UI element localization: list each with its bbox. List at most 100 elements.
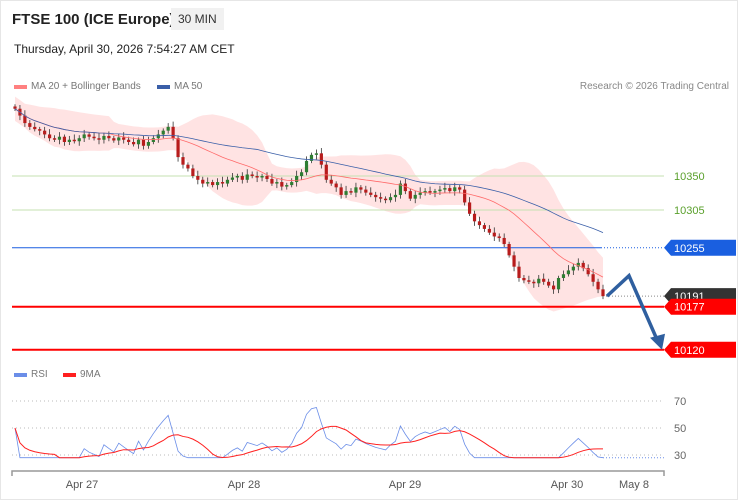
candle-body (393, 194, 398, 198)
candle-body (141, 139, 146, 146)
candle-body (379, 197, 383, 199)
candle-body (290, 182, 294, 186)
candle-body (43, 130, 47, 135)
time-axis-label: May 8 (619, 479, 649, 491)
candle-body (502, 237, 506, 245)
candle-body (438, 189, 442, 192)
candle-body (369, 192, 373, 195)
candle-body (107, 135, 111, 139)
time-axis-label: Apr 29 (389, 479, 421, 491)
timeframe-button[interactable]: 30 MIN (171, 8, 224, 30)
candle-body (458, 187, 462, 190)
candle-body (285, 185, 289, 187)
ma20-swatch-icon (14, 84, 27, 89)
candle-body (403, 183, 407, 192)
candle-body (280, 182, 284, 187)
candle-body (156, 134, 160, 139)
candle-body (492, 232, 496, 237)
candle-body (383, 198, 388, 201)
candle-body (537, 278, 541, 284)
candle-body (576, 262, 580, 267)
candle-body (477, 221, 482, 226)
candle-body (82, 134, 86, 139)
candle-body (102, 135, 106, 140)
candle-body (196, 176, 200, 180)
candle-body (206, 182, 210, 184)
candle-body (117, 137, 121, 141)
candle-body (453, 187, 457, 192)
candle-body (571, 266, 575, 271)
candle-body (220, 182, 225, 184)
candle-body (92, 136, 96, 139)
candle-body (186, 164, 190, 169)
candle-body (215, 182, 220, 186)
candle-body (423, 191, 427, 193)
candle-body (354, 187, 358, 193)
candle-body (329, 179, 333, 184)
candle-body (319, 153, 323, 165)
pivot-price-label: 10255 (674, 243, 705, 255)
instrument-title: FTSE 100 (ICE Europe) (12, 11, 175, 28)
candle-body (131, 141, 136, 145)
candle-body (497, 236, 501, 238)
rsi-swatch-icon (14, 372, 27, 377)
candle-body (566, 270, 571, 275)
candle-body (181, 157, 185, 165)
rsi-ma-swatch-icon (63, 372, 76, 377)
candle-body (166, 126, 170, 131)
resistance-label: 10305 (674, 205, 705, 217)
candle-body (97, 138, 101, 140)
candle-body (517, 266, 521, 279)
candle-body (52, 138, 57, 140)
candle-body (151, 138, 155, 142)
candle-body (448, 188, 452, 192)
legend-ma50-label: MA 50 (174, 81, 203, 92)
candle-body (398, 183, 403, 195)
candle-body (601, 289, 605, 297)
candle-body (171, 126, 175, 139)
legend-rsi: RSI (14, 369, 48, 380)
candle-body (136, 139, 141, 145)
bollinger-band (15, 96, 603, 312)
candle-body (176, 138, 180, 158)
candle-body (408, 191, 412, 199)
support-price-tag (664, 341, 736, 358)
candle-body (388, 197, 393, 201)
candle-body (255, 176, 259, 178)
candle-body (299, 172, 304, 176)
candle-body (146, 141, 151, 146)
candle-body (556, 278, 561, 290)
resistance-label: 10350 (674, 171, 705, 183)
legend-ma50: MA 50 (157, 81, 202, 92)
candle-body (418, 192, 422, 195)
rsi-ma-line (14, 425, 603, 459)
candle-body (122, 137, 126, 140)
candle-body (230, 177, 235, 180)
support-price-label: 10177 (674, 302, 705, 314)
candle-body (443, 188, 447, 190)
candle-body (349, 191, 353, 193)
ma50-swatch-icon (157, 84, 170, 89)
candle-body (250, 174, 254, 176)
candle-body (62, 136, 67, 142)
candle-body (191, 168, 195, 176)
candle-body (314, 153, 319, 155)
ma20-line (14, 108, 604, 278)
candle-body (270, 179, 274, 184)
forecast-arrow (605, 272, 660, 343)
candle-body (359, 187, 363, 190)
candle-body (235, 176, 239, 178)
rsi-axis-label: 30 (674, 450, 686, 462)
time-axis-label: Apr 28 (228, 479, 260, 491)
candle-body (275, 182, 279, 184)
candle-body (33, 126, 37, 130)
candle-body (245, 174, 249, 180)
candle-body (57, 136, 62, 140)
candle-body (482, 225, 487, 229)
time-axis-label: Apr 27 (66, 479, 98, 491)
ma50-line (14, 108, 604, 234)
candle-body (596, 281, 600, 290)
candle-body (38, 129, 42, 131)
candle-body (374, 194, 378, 198)
